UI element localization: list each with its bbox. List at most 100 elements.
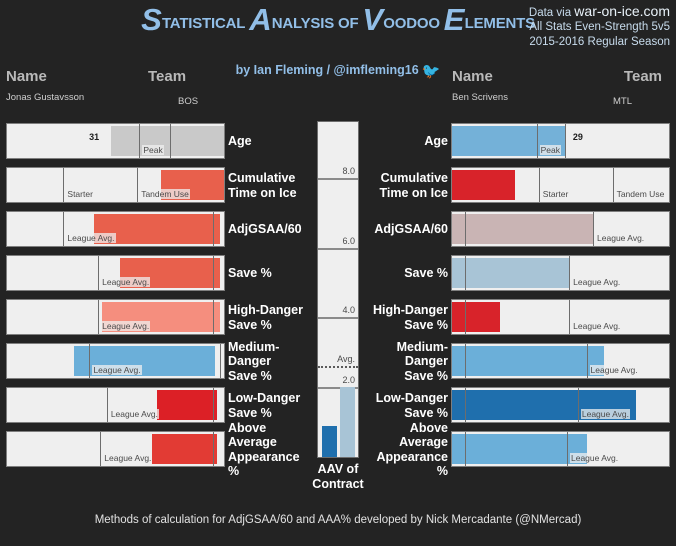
stat-track[interactable]: League Avg. xyxy=(6,343,225,379)
aav-gridline-label: 6.0 xyxy=(341,235,356,246)
threshold-line xyxy=(465,300,467,334)
title-word-1: NALYSIS OF xyxy=(271,15,363,32)
aav-bar[interactable] xyxy=(322,425,337,457)
title-initial-s: S xyxy=(141,2,162,37)
stat-row-label: Age xyxy=(364,121,448,162)
stat-track[interactable]: League Avg. xyxy=(6,387,225,423)
threshold-line xyxy=(465,388,467,422)
left-team-label: Team xyxy=(148,68,187,85)
stat-row-label-line: Save % xyxy=(404,266,448,281)
stat-track[interactable]: League Avg. xyxy=(451,299,670,335)
stat-row-label-line: Low-Danger xyxy=(228,391,301,405)
stat-track[interactable]: Tandem Use Starter xyxy=(451,167,670,203)
stat-value-label: 29 xyxy=(572,132,583,142)
stat-bar-fill xyxy=(152,434,218,464)
aav-gridline-label: 2.0 xyxy=(341,375,356,386)
stat-row: League Avg. Above Average Appearance % xyxy=(6,421,312,478)
stat-row-label-line: Save % xyxy=(404,368,448,383)
right-name-value: Ben Scrivens xyxy=(452,92,508,103)
stat-track[interactable]: League Avg. xyxy=(451,255,670,291)
threshold-line xyxy=(569,256,571,290)
stat-track[interactable]: League Avg. xyxy=(6,431,225,467)
threshold-label: League Avg. xyxy=(101,277,151,287)
threshold-line xyxy=(465,432,467,466)
threshold-line xyxy=(137,168,139,202)
threshold-label: Tandem Use xyxy=(615,189,666,199)
footer-note: Methods of calculation for AdjGSAA/60 an… xyxy=(94,514,582,526)
stat-track[interactable]: League Avg. xyxy=(451,431,670,467)
aav-gridline-label: Avg. xyxy=(336,354,356,365)
stat-row-label-line: Low-Danger xyxy=(375,391,448,405)
stat-row: League Avg. Save % xyxy=(364,253,670,294)
title-word-0: TATISTICAL xyxy=(161,15,250,32)
threshold-line xyxy=(577,388,579,422)
threshold-line xyxy=(219,344,221,378)
stat-track[interactable]: League Avg. xyxy=(451,387,670,423)
threshold-line xyxy=(465,344,467,378)
threshold-label: League Avg. xyxy=(66,233,116,243)
stat-row-label-line: Cumulative xyxy=(228,171,296,185)
aav-caption: AAV of Contract xyxy=(296,462,380,492)
threshold-line xyxy=(213,388,215,422)
stat-bar-fill xyxy=(452,258,570,288)
stat-row-label: Cumulative Time on Ice xyxy=(228,165,312,206)
stat-row-label: Cumulative Time on Ice xyxy=(364,165,448,206)
threshold-line xyxy=(100,432,102,466)
threshold-line xyxy=(593,212,595,246)
stat-row-label: High-Danger Save % xyxy=(228,297,312,338)
stat-row: Peak 31 Age xyxy=(6,121,312,162)
stat-row-label-line: High-Danger xyxy=(228,303,303,317)
stat-row-label-line: Save % xyxy=(404,405,448,420)
data-source-line2: All Stats Even-Strength 5v5 xyxy=(529,21,670,34)
aav-bar[interactable] xyxy=(340,387,355,457)
stat-track[interactable]: League Avg. xyxy=(451,211,670,247)
threshold-line xyxy=(213,256,215,290)
stat-track[interactable]: League Avg. xyxy=(451,343,670,379)
stat-row-label-line: Time on Ice xyxy=(379,185,448,200)
stat-row-label-line: Cumulative xyxy=(380,171,448,185)
stat-row-label-line: Save % xyxy=(228,266,272,281)
stat-row-label: Save % xyxy=(228,253,312,294)
stat-track[interactable]: League Avg. xyxy=(6,299,225,335)
data-via-prefix: Data via xyxy=(528,7,575,19)
stat-row-label-line: Save % xyxy=(228,405,272,420)
aav-caption-line: AAV of xyxy=(317,462,359,476)
stat-row-label-line: Above Average xyxy=(399,420,448,450)
stat-bar-fill xyxy=(111,126,224,156)
threshold-line xyxy=(569,300,571,334)
stat-row-label: Medium-Danger Save % xyxy=(364,340,448,383)
threshold-line xyxy=(213,300,215,334)
aav-gridline xyxy=(318,177,358,180)
threshold-line xyxy=(169,124,171,158)
stat-track[interactable]: League Avg. xyxy=(6,255,225,291)
stat-row: League Avg. Above Average Appearance % xyxy=(364,421,670,478)
threshold-line xyxy=(213,432,215,466)
left-name-label: Name xyxy=(6,68,47,85)
stat-track[interactable]: Peak 31 xyxy=(6,123,225,159)
threshold-line xyxy=(89,344,91,378)
stat-value-label: 31 xyxy=(89,132,100,142)
threshold-label: Tandem Use xyxy=(140,189,190,199)
stat-track[interactable]: Peak 29 xyxy=(451,123,670,159)
left-team-value: BOS xyxy=(178,96,199,107)
stat-row-label-line: Save % xyxy=(404,317,448,332)
threshold-line xyxy=(213,212,215,246)
left-player-rows: Peak 31 Age Starter Tandem Use Cumulative Time… xyxy=(6,121,312,478)
threshold-label: Starter xyxy=(541,189,570,199)
stat-row: League Avg. High-Danger Save % xyxy=(6,297,312,338)
stat-row-label: Age xyxy=(228,121,312,162)
threshold-label: League Avg. xyxy=(572,277,622,287)
aav-gridline xyxy=(318,387,358,390)
stat-row-label-line: Age xyxy=(424,134,448,149)
stat-row: League Avg. Low-Danger Save % xyxy=(364,385,670,426)
byline-text: by Ian Fleming / @imfleming16 xyxy=(235,63,419,77)
stat-row-label-line: Save % xyxy=(228,368,272,383)
stat-bar-fill xyxy=(452,434,587,464)
right-team-label: Team xyxy=(623,68,662,85)
threshold-line xyxy=(538,168,540,202)
page-title: STATISTICAL ANALYSIS OF VOODOO ELEMENTS xyxy=(0,4,676,35)
threshold-line xyxy=(98,256,100,290)
stat-track[interactable]: Starter Tandem Use xyxy=(6,167,225,203)
stat-track[interactable]: League Avg. xyxy=(6,211,225,247)
threshold-line xyxy=(586,344,588,378)
